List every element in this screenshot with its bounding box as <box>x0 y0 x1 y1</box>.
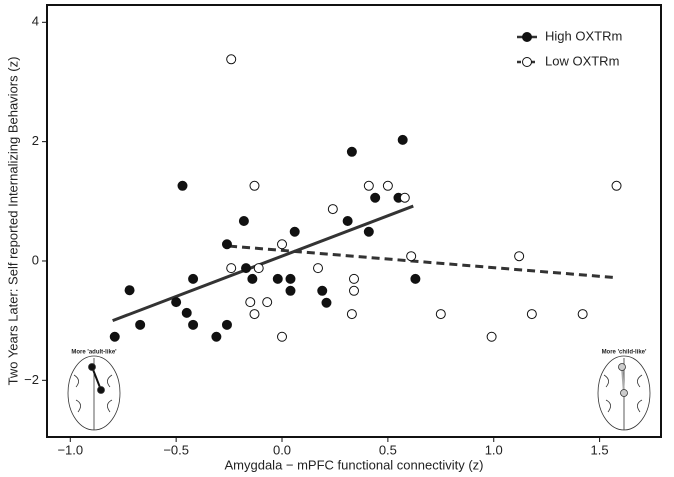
point <box>397 134 408 145</box>
brain-right <box>597 355 651 431</box>
point <box>321 297 332 308</box>
annotation: More 'adult-like' <box>71 350 117 356</box>
point <box>226 263 237 274</box>
point <box>272 273 283 284</box>
point <box>226 54 237 65</box>
point <box>363 180 374 191</box>
point <box>289 226 300 237</box>
fit-line <box>112 204 414 323</box>
point <box>188 273 199 284</box>
brain-left <box>67 355 121 431</box>
point <box>221 239 232 250</box>
y-tick-label: 2 <box>32 133 39 148</box>
point <box>181 307 192 318</box>
point <box>342 216 353 226</box>
legend-marker <box>522 57 532 67</box>
point <box>124 285 135 296</box>
legend-marker <box>522 32 532 42</box>
x-tick-label: −1.0 <box>57 442 83 457</box>
point <box>349 285 359 296</box>
x-tick-label: −0.5 <box>163 442 189 457</box>
point <box>249 309 260 320</box>
x-tick-label: 1.0 <box>485 442 503 457</box>
legend-label: Low OXTRm <box>545 53 619 68</box>
point <box>188 319 199 330</box>
point <box>526 309 537 320</box>
point <box>611 180 622 191</box>
point <box>238 216 249 226</box>
point <box>363 226 374 237</box>
fit-line <box>228 244 617 280</box>
point <box>277 239 288 250</box>
point <box>277 331 288 342</box>
point <box>382 180 393 191</box>
point <box>514 251 525 262</box>
point <box>135 319 146 330</box>
point <box>346 309 357 320</box>
point <box>245 297 256 308</box>
point <box>109 331 120 342</box>
point <box>486 331 497 342</box>
point <box>285 285 296 296</box>
y-tick-label: 4 <box>32 14 39 29</box>
point <box>262 297 273 308</box>
point <box>410 273 421 284</box>
point <box>406 251 417 262</box>
point <box>577 309 588 320</box>
point <box>221 319 232 330</box>
point <box>346 146 357 157</box>
y-tick-label: −2 <box>24 372 39 387</box>
x-tick-label: 0.5 <box>379 442 397 457</box>
point <box>253 263 264 274</box>
x-tick-label: 1.5 <box>591 442 609 457</box>
point <box>249 180 260 191</box>
point <box>241 263 252 274</box>
annotation: More 'child-like' <box>602 350 647 356</box>
point <box>399 192 410 203</box>
x-tick-label: 0.0 <box>273 442 291 457</box>
point <box>171 297 182 308</box>
x-axis-label: Amygdala − mPFC functional connectivity … <box>224 457 483 472</box>
point <box>349 273 359 284</box>
point <box>327 204 338 215</box>
point <box>317 285 328 296</box>
point <box>211 331 222 342</box>
y-tick-label: 0 <box>32 252 39 267</box>
y-axis-label: Two Years Later: Self reported Internali… <box>5 57 20 386</box>
point <box>247 273 258 284</box>
point <box>435 309 446 320</box>
legend-label: High OXTRm <box>545 28 622 43</box>
point <box>313 263 324 274</box>
plot-frame <box>46 4 662 438</box>
point <box>285 273 296 284</box>
point <box>370 192 381 203</box>
point <box>177 180 188 191</box>
